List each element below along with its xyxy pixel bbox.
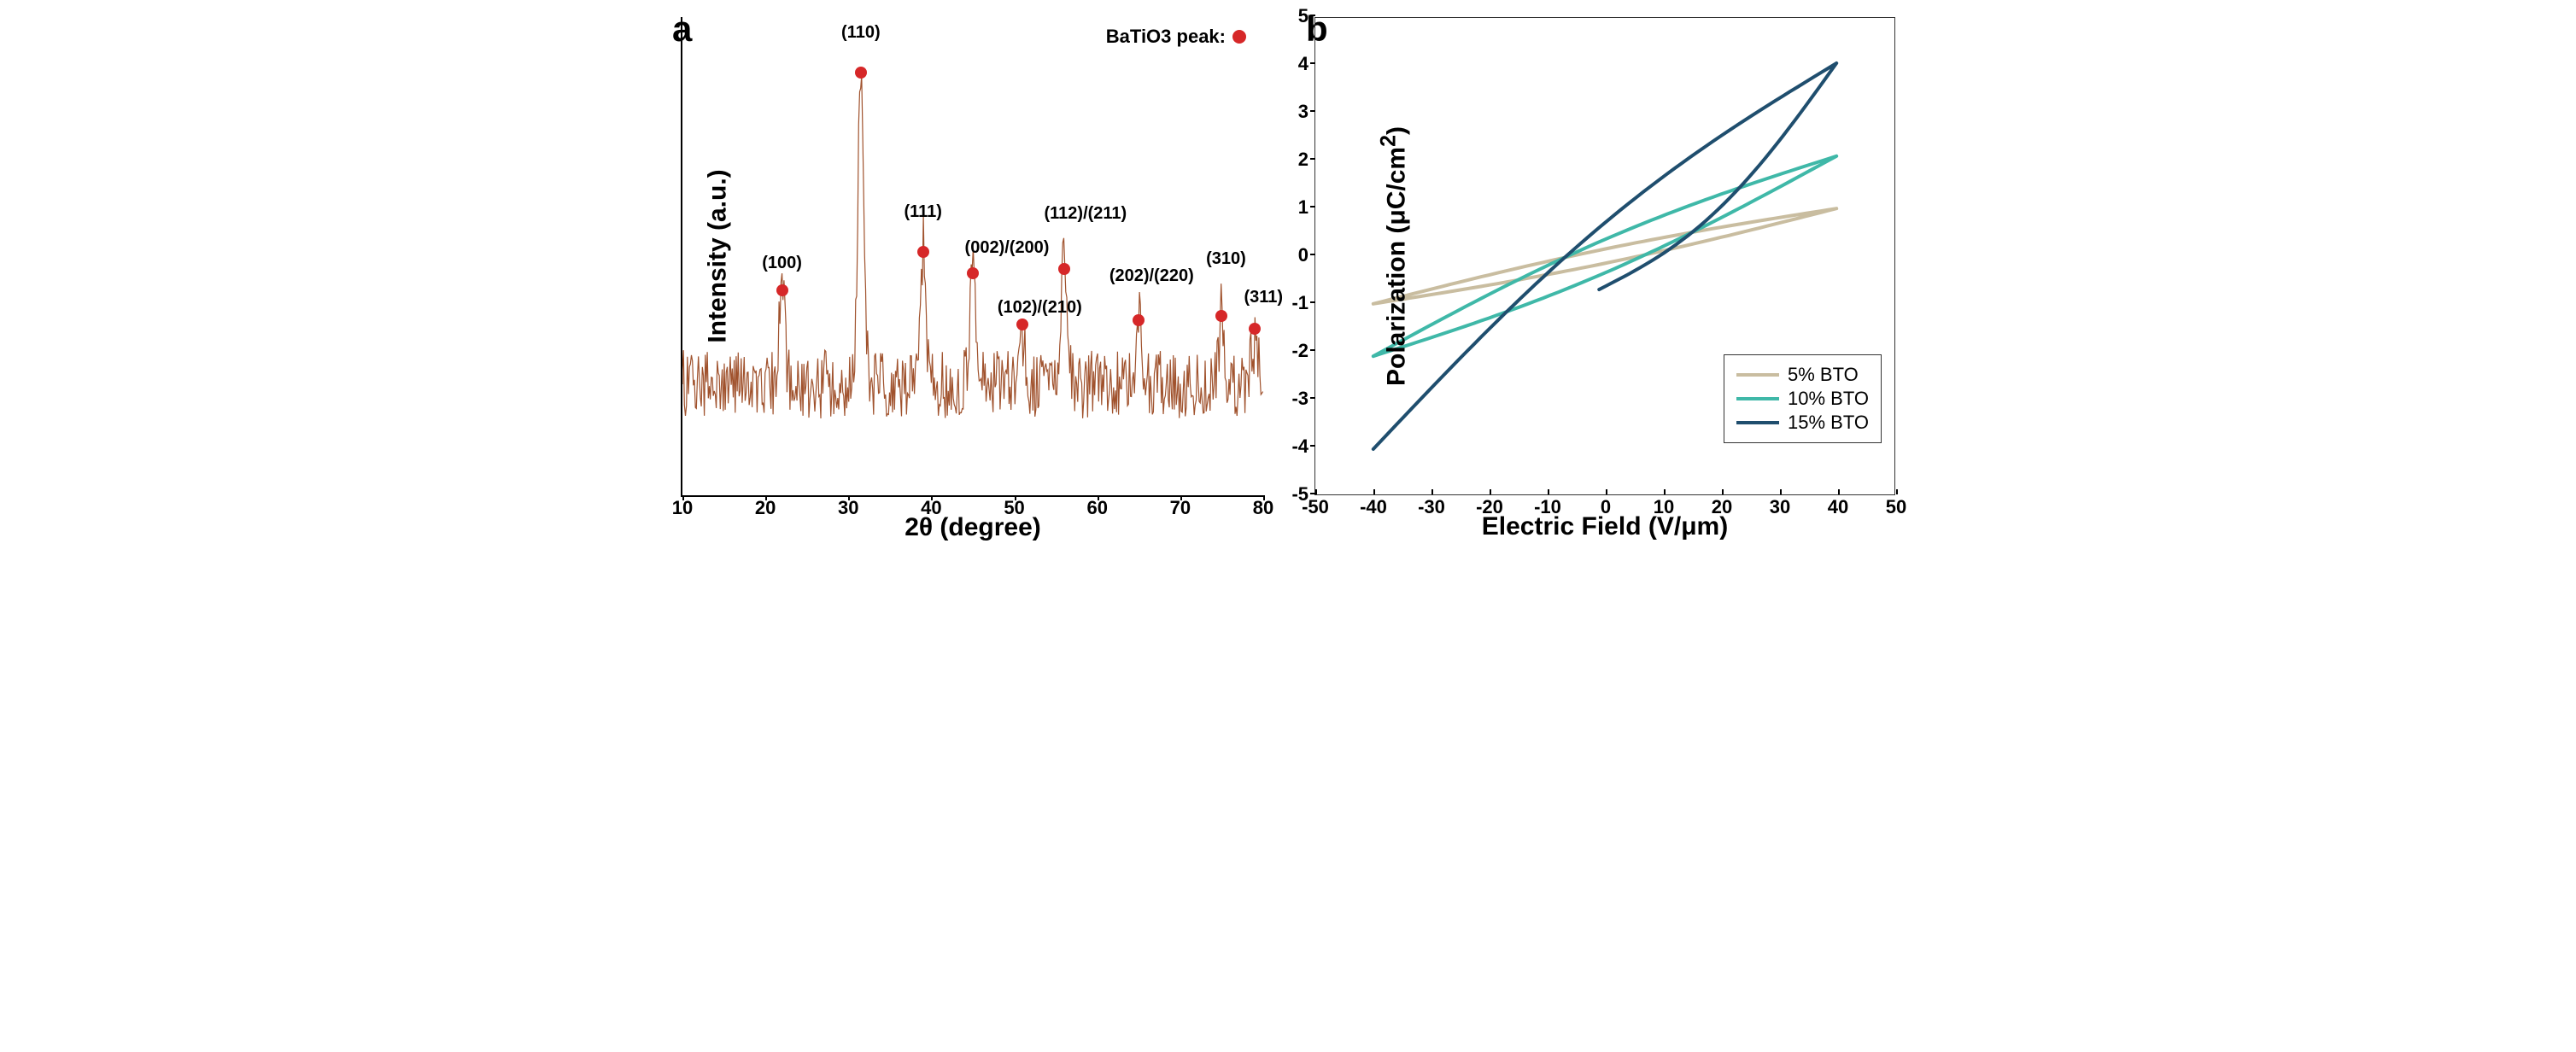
pe-xtick: 10 [1654, 496, 1674, 518]
xrd-peak-label: (111) [904, 202, 941, 222]
pe-chart: 5% BTO10% BTO15% BTO Polarization (μC/cm… [1314, 17, 1895, 495]
xrd-peak-marker [1058, 263, 1070, 275]
pe-legend-swatch [1736, 421, 1779, 424]
panel-b: b 5% BTO10% BTO15% BTO Polarization (μC/… [1314, 17, 1895, 495]
panel-a: a BaTiO3 peak: Intensity (a.u.) 2θ (degr… [681, 17, 1263, 497]
xrd-peak-label: (100) [762, 254, 802, 273]
xrd-peak-marker [917, 246, 929, 258]
pe-legend-row: 10% BTO [1736, 388, 1869, 410]
pe-xtick: -40 [1360, 496, 1387, 518]
xrd-peak-label: (110) [841, 23, 881, 43]
pe-xtick: 30 [1770, 496, 1790, 518]
xrd-legend: BaTiO3 peak: [1106, 26, 1246, 48]
pe-legend-row: 5% BTO [1736, 364, 1869, 386]
xrd-peak-label: (202)/(220) [1109, 266, 1194, 286]
xrd-peak-marker [776, 284, 788, 296]
pe-xtick: -20 [1476, 496, 1503, 518]
xrd-chart: BaTiO3 peak: Intensity (a.u.) 2θ (degree… [681, 17, 1263, 497]
xrd-xtick: 50 [1004, 497, 1024, 519]
xrd-xtick: 40 [921, 497, 941, 519]
xrd-peak-marker [855, 67, 867, 79]
pe-legend-swatch [1736, 373, 1779, 377]
xrd-peak-marker [1215, 310, 1227, 322]
xrd-peak-label: (102)/(210) [998, 298, 1082, 318]
pe-xtick: 50 [1886, 496, 1906, 518]
xrd-xtick: 80 [1253, 497, 1273, 519]
pe-legend-row: 15% BTO [1736, 412, 1869, 434]
xrd-peak-marker [1249, 323, 1261, 335]
xrd-peak-label: (311) [1244, 288, 1283, 307]
xrd-legend-marker [1232, 30, 1246, 44]
pe-ytick: 3 [1283, 101, 1308, 123]
pe-xtick: -10 [1534, 496, 1561, 518]
pe-ytick: 0 [1283, 244, 1308, 266]
pe-ytick: 5 [1283, 5, 1308, 27]
pe-ytick: -1 [1283, 292, 1308, 314]
xrd-peak-label: (112)/(211) [1044, 204, 1127, 224]
xrd-peak-label: (310) [1206, 249, 1246, 269]
pe-legend-label: 5% BTO [1788, 364, 1859, 386]
pe-xtick: 40 [1828, 496, 1848, 518]
pe-legend: 5% BTO10% BTO15% BTO [1724, 354, 1882, 443]
pe-legend-label: 15% BTO [1788, 412, 1869, 434]
pe-xtick: 0 [1601, 496, 1611, 518]
xrd-legend-text: BaTiO3 peak: [1106, 26, 1226, 48]
pe-ylabel: Polarization (μC/cm2) [1376, 126, 1411, 386]
xrd-peak-marker [1016, 319, 1028, 330]
xrd-xtick: 60 [1086, 497, 1107, 519]
xrd-peak-marker [967, 267, 979, 279]
pe-ytick: -5 [1283, 483, 1308, 506]
pe-xtick: 20 [1712, 496, 1732, 518]
pe-ytick: 2 [1283, 149, 1308, 171]
pe-ytick: 4 [1283, 53, 1308, 75]
pe-xtick: -30 [1418, 496, 1445, 518]
pe-ytick: -2 [1283, 340, 1308, 362]
pe-series-line [1373, 156, 1836, 356]
pe-ytick: -4 [1283, 435, 1308, 458]
xrd-peak-label: (002)/(200) [965, 238, 1050, 258]
pe-legend-label: 10% BTO [1788, 388, 1869, 410]
xrd-peak-marker [1133, 314, 1145, 326]
xrd-xtick: 70 [1170, 497, 1191, 519]
xrd-xtick: 10 [672, 497, 693, 519]
xrd-xtick: 30 [838, 497, 858, 519]
pe-ytick: -3 [1283, 388, 1308, 410]
pe-ytick: 1 [1283, 196, 1308, 219]
xrd-xtick: 20 [755, 497, 776, 519]
pe-legend-swatch [1736, 397, 1779, 400]
xrd-ylabel: Intensity (a.u.) [704, 169, 733, 342]
